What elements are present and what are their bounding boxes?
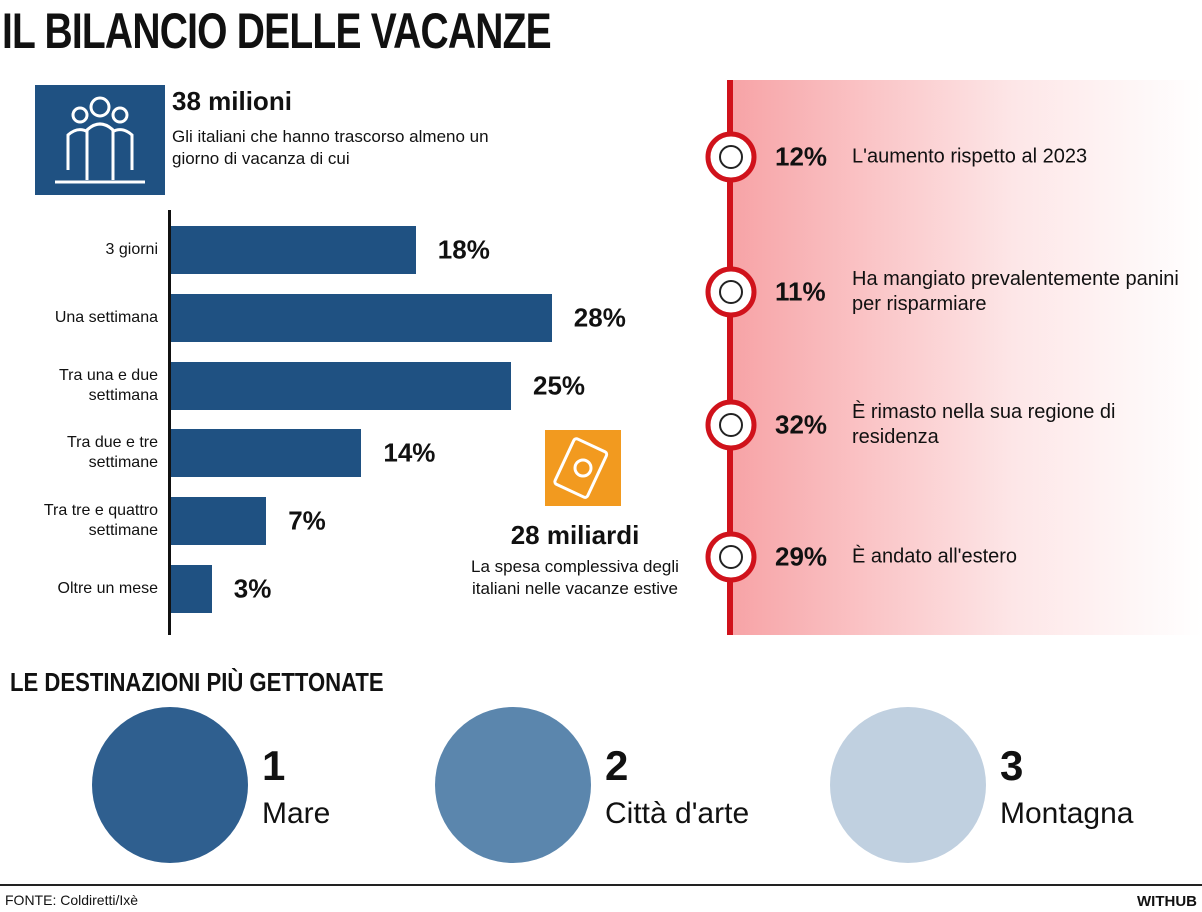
bar: [171, 565, 212, 613]
destination-circle: [830, 707, 986, 863]
category-label: 3 giorni: [105, 241, 158, 258]
fact-text: È andato all'estero: [852, 545, 1018, 568]
fact-text: L'aumento rispetto al 2023: [852, 145, 1088, 168]
fact-figure: 11%: [775, 276, 826, 307]
headline-figure: 38 milioni: [172, 86, 292, 116]
fact-text: Ha mangiato prevalentemente panini per r…: [852, 268, 1179, 315]
fact-figure: 29%: [775, 541, 828, 572]
spending-figure: 28 miliardi: [510, 520, 640, 550]
money-icon: [545, 430, 621, 506]
source: FONTE: Coldiretti/Ixè: [5, 892, 139, 908]
destination-rank: 3: [1000, 742, 1024, 789]
bar: [171, 429, 362, 478]
destination-circle: [92, 707, 248, 863]
category-label: Tra tre e quattro settimane: [43, 502, 158, 540]
fact-figure: 12%: [775, 141, 828, 172]
category-label: Una settimana: [54, 308, 158, 326]
destination-name: Città d'arte: [605, 797, 750, 830]
bar: [171, 226, 416, 274]
destinations-title: LE DESTINAZIONI PIÙ GETTONATE: [10, 667, 384, 697]
category-label: Tra una e due settimana: [58, 366, 158, 404]
headline-text: Gli italiani che hanno trascorso almeno …: [172, 127, 489, 168]
destination-name: Mare: [262, 797, 331, 830]
people-icon: [35, 85, 165, 195]
value-label: 3%: [233, 573, 272, 604]
facts-panel: [730, 80, 1202, 635]
value-label: 7%: [288, 505, 326, 536]
title: IL BILANCIO DELLE VACANZE: [2, 3, 552, 59]
brand: WITHUB: [1137, 893, 1197, 910]
fact-icon: [705, 131, 757, 183]
destination-rank: 1: [262, 742, 286, 789]
fact-icon: [705, 399, 757, 451]
facts-line: [727, 80, 733, 635]
value-label: 25%: [533, 370, 586, 401]
bar: [171, 293, 552, 342]
spending-text: La spesa complessiva degli italiani nell…: [471, 557, 679, 598]
category-label: Tra due e tre settimane: [66, 434, 158, 472]
fact-icon: [705, 531, 757, 583]
destination-name: Montagna: [1000, 797, 1134, 830]
destination-rank: 2: [605, 742, 629, 789]
axis-line: [168, 210, 171, 635]
value-label: 28%: [573, 302, 626, 333]
bar: [171, 361, 511, 410]
fact-figure: 32%: [775, 409, 828, 440]
footer-rule: [0, 884, 1202, 886]
value-label: 18%: [437, 234, 490, 265]
bar: [171, 497, 267, 546]
fact-icon: [705, 266, 757, 318]
destination-circle: [435, 707, 591, 863]
fact-text: È rimasto nella sua regione di residenza: [852, 401, 1116, 448]
value-label: 14%: [383, 437, 436, 468]
category-label: Oltre un mese: [57, 580, 158, 597]
